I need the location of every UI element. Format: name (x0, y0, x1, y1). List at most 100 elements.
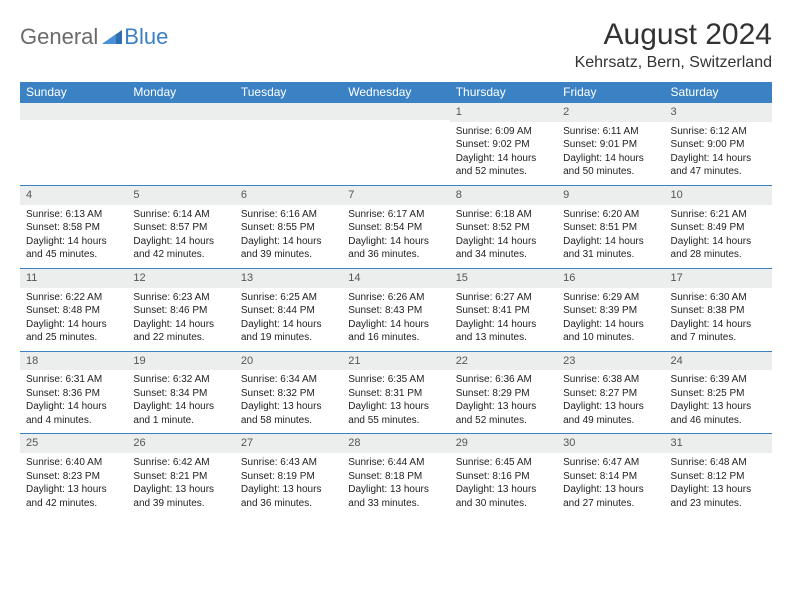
weekday-header-row: Sunday Monday Tuesday Wednesday Thursday… (20, 82, 772, 103)
calendar-day-cell: 24Sunrise: 6:39 AMSunset: 8:25 PMDayligh… (665, 351, 772, 434)
day-body: Sunrise: 6:14 AMSunset: 8:57 PMDaylight:… (127, 205, 234, 268)
day-body: Sunrise: 6:44 AMSunset: 8:18 PMDaylight:… (342, 453, 449, 516)
daylight-text: Daylight: 13 hours and 52 minutes. (456, 400, 551, 427)
sunrise-text: Sunrise: 6:35 AM (348, 373, 443, 387)
day-number: 8 (450, 186, 557, 205)
daylight-text: Daylight: 13 hours and 49 minutes. (563, 400, 658, 427)
sunrise-text: Sunrise: 6:17 AM (348, 208, 443, 222)
calendar-day-cell: 4Sunrise: 6:13 AMSunset: 8:58 PMDaylight… (20, 185, 127, 268)
day-body: Sunrise: 6:22 AMSunset: 8:48 PMDaylight:… (20, 288, 127, 351)
day-number: 18 (20, 352, 127, 371)
sunset-text: Sunset: 9:02 PM (456, 138, 551, 152)
day-number: 12 (127, 269, 234, 288)
day-number (20, 103, 127, 120)
daylight-text: Daylight: 14 hours and 13 minutes. (456, 318, 551, 345)
day-body: Sunrise: 6:12 AMSunset: 9:00 PMDaylight:… (665, 122, 772, 185)
day-number: 3 (665, 103, 772, 122)
day-number: 6 (235, 186, 342, 205)
calendar-day-cell (127, 103, 234, 186)
sunset-text: Sunset: 8:18 PM (348, 470, 443, 484)
calendar: Sunday Monday Tuesday Wednesday Thursday… (20, 82, 772, 516)
daylight-text: Daylight: 14 hours and 52 minutes. (456, 152, 551, 179)
calendar-week-row: 11Sunrise: 6:22 AMSunset: 8:48 PMDayligh… (20, 268, 772, 351)
calendar-day-cell: 31Sunrise: 6:48 AMSunset: 8:12 PMDayligh… (665, 434, 772, 516)
sunset-text: Sunset: 8:23 PM (26, 470, 121, 484)
day-body: Sunrise: 6:30 AMSunset: 8:38 PMDaylight:… (665, 288, 772, 351)
day-number: 5 (127, 186, 234, 205)
daylight-text: Daylight: 13 hours and 36 minutes. (241, 483, 336, 510)
day-body: Sunrise: 6:17 AMSunset: 8:54 PMDaylight:… (342, 205, 449, 268)
sunset-text: Sunset: 8:49 PM (671, 221, 766, 235)
calendar-day-cell: 26Sunrise: 6:42 AMSunset: 8:21 PMDayligh… (127, 434, 234, 516)
day-body: Sunrise: 6:48 AMSunset: 8:12 PMDaylight:… (665, 453, 772, 516)
day-body: Sunrise: 6:11 AMSunset: 9:01 PMDaylight:… (557, 122, 664, 185)
sunrise-text: Sunrise: 6:40 AM (26, 456, 121, 470)
daylight-text: Daylight: 14 hours and 34 minutes. (456, 235, 551, 262)
logo-text-blue: Blue (124, 24, 168, 50)
daylight-text: Daylight: 14 hours and 19 minutes. (241, 318, 336, 345)
calendar-day-cell: 6Sunrise: 6:16 AMSunset: 8:55 PMDaylight… (235, 185, 342, 268)
sunset-text: Sunset: 8:12 PM (671, 470, 766, 484)
sunrise-text: Sunrise: 6:14 AM (133, 208, 228, 222)
day-body: Sunrise: 6:39 AMSunset: 8:25 PMDaylight:… (665, 370, 772, 433)
day-number: 9 (557, 186, 664, 205)
daylight-text: Daylight: 14 hours and 42 minutes. (133, 235, 228, 262)
day-body: Sunrise: 6:29 AMSunset: 8:39 PMDaylight:… (557, 288, 664, 351)
calendar-day-cell: 2Sunrise: 6:11 AMSunset: 9:01 PMDaylight… (557, 103, 664, 186)
daylight-text: Daylight: 13 hours and 27 minutes. (563, 483, 658, 510)
logo-text-general: General (20, 24, 98, 50)
sunrise-text: Sunrise: 6:20 AM (563, 208, 658, 222)
weekday-header: Monday (127, 82, 234, 103)
day-number: 30 (557, 434, 664, 453)
day-number: 29 (450, 434, 557, 453)
header: General Blue August 2024 Kehrsatz, Bern,… (20, 18, 772, 72)
sunrise-text: Sunrise: 6:16 AM (241, 208, 336, 222)
day-body: Sunrise: 6:47 AMSunset: 8:14 PMDaylight:… (557, 453, 664, 516)
day-body: Sunrise: 6:18 AMSunset: 8:52 PMDaylight:… (450, 205, 557, 268)
sunset-text: Sunset: 8:31 PM (348, 387, 443, 401)
calendar-day-cell: 30Sunrise: 6:47 AMSunset: 8:14 PMDayligh… (557, 434, 664, 516)
sunset-text: Sunset: 8:32 PM (241, 387, 336, 401)
daylight-text: Daylight: 13 hours and 58 minutes. (241, 400, 336, 427)
day-body: Sunrise: 6:21 AMSunset: 8:49 PMDaylight:… (665, 205, 772, 268)
calendar-day-cell: 27Sunrise: 6:43 AMSunset: 8:19 PMDayligh… (235, 434, 342, 516)
sunrise-text: Sunrise: 6:32 AM (133, 373, 228, 387)
calendar-week-row: 18Sunrise: 6:31 AMSunset: 8:36 PMDayligh… (20, 351, 772, 434)
calendar-day-cell: 15Sunrise: 6:27 AMSunset: 8:41 PMDayligh… (450, 268, 557, 351)
day-number: 16 (557, 269, 664, 288)
daylight-text: Daylight: 14 hours and 7 minutes. (671, 318, 766, 345)
sunrise-text: Sunrise: 6:43 AM (241, 456, 336, 470)
calendar-week-row: 1Sunrise: 6:09 AMSunset: 9:02 PMDaylight… (20, 103, 772, 186)
day-number: 24 (665, 352, 772, 371)
day-number: 27 (235, 434, 342, 453)
calendar-day-cell: 10Sunrise: 6:21 AMSunset: 8:49 PMDayligh… (665, 185, 772, 268)
sunset-text: Sunset: 8:51 PM (563, 221, 658, 235)
sunset-text: Sunset: 9:01 PM (563, 138, 658, 152)
day-body: Sunrise: 6:36 AMSunset: 8:29 PMDaylight:… (450, 370, 557, 433)
daylight-text: Daylight: 14 hours and 25 minutes. (26, 318, 121, 345)
day-number: 15 (450, 269, 557, 288)
sunset-text: Sunset: 8:46 PM (133, 304, 228, 318)
day-body: Sunrise: 6:20 AMSunset: 8:51 PMDaylight:… (557, 205, 664, 268)
sunrise-text: Sunrise: 6:45 AM (456, 456, 551, 470)
sunset-text: Sunset: 8:39 PM (563, 304, 658, 318)
sunrise-text: Sunrise: 6:21 AM (671, 208, 766, 222)
day-body: Sunrise: 6:42 AMSunset: 8:21 PMDaylight:… (127, 453, 234, 516)
day-number: 20 (235, 352, 342, 371)
sunrise-text: Sunrise: 6:39 AM (671, 373, 766, 387)
day-body: Sunrise: 6:26 AMSunset: 8:43 PMDaylight:… (342, 288, 449, 351)
location: Kehrsatz, Bern, Switzerland (575, 54, 772, 72)
daylight-text: Daylight: 14 hours and 22 minutes. (133, 318, 228, 345)
calendar-day-cell (342, 103, 449, 186)
day-number: 7 (342, 186, 449, 205)
daylight-text: Daylight: 14 hours and 50 minutes. (563, 152, 658, 179)
daylight-text: Daylight: 13 hours and 55 minutes. (348, 400, 443, 427)
sunrise-text: Sunrise: 6:47 AM (563, 456, 658, 470)
weekday-header: Tuesday (235, 82, 342, 103)
day-body: Sunrise: 6:13 AMSunset: 8:58 PMDaylight:… (20, 205, 127, 268)
logo-triangle-icon (102, 26, 122, 49)
daylight-text: Daylight: 13 hours and 39 minutes. (133, 483, 228, 510)
calendar-day-cell: 28Sunrise: 6:44 AMSunset: 8:18 PMDayligh… (342, 434, 449, 516)
daylight-text: Daylight: 14 hours and 36 minutes. (348, 235, 443, 262)
sunset-text: Sunset: 8:41 PM (456, 304, 551, 318)
